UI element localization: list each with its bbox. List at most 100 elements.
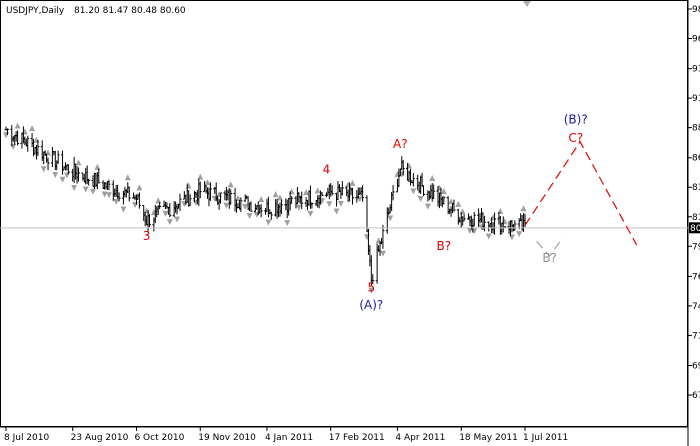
fractal-down-icon — [516, 231, 523, 238]
ohlc-bar — [432, 184, 436, 200]
fractal-up-icon — [29, 125, 36, 132]
price-axis: 98.40 96.00 93.55 91.15 88.75 86.30 83.90 81.50… — [688, 5, 700, 401]
ohlc-bar — [279, 199, 283, 215]
ohlc-bar — [350, 187, 354, 205]
ohlc-readout: 81.20 81.47 80.48 80.60 — [74, 6, 186, 16]
ohlc-bar — [330, 185, 334, 196]
fractal-down-icon — [174, 216, 181, 223]
price-tick-label: 71.85 — [692, 331, 700, 341]
fractal-down-icon — [52, 171, 59, 178]
fractal-down-icon — [424, 203, 431, 210]
plot-area — [0, 0, 688, 427]
fractal-down-icon — [82, 186, 89, 193]
projection-layer — [524, 140, 638, 258]
time-tick-label: 1 Jul 2011 — [523, 433, 568, 443]
wave-label: (B)? — [564, 112, 588, 126]
price-tick-label: 74.25 — [692, 302, 700, 312]
price-tick-label: 79.10 — [692, 242, 700, 252]
wave-label: 5 — [368, 281, 376, 295]
ohlc-bar — [87, 178, 91, 186]
ohlc-bar — [16, 130, 20, 146]
price-tick-label: 96.00 — [692, 35, 700, 45]
fractal-down-icon — [120, 206, 127, 213]
fractal-down-icon — [284, 220, 291, 227]
fractal-up-icon — [136, 184, 143, 191]
wave-label: B? — [542, 251, 557, 265]
price-tick-label: 83.90 — [692, 183, 700, 193]
wave-label: 4 — [323, 163, 331, 177]
time-tick-label: 4 Jan 2011 — [265, 433, 313, 443]
fractal-up-icon — [204, 179, 211, 186]
wave-label: A? — [393, 137, 408, 151]
fractal-up-icon — [455, 200, 462, 207]
time-tick-label: 6 Oct 2010 — [134, 433, 184, 443]
ohlc-bar — [117, 192, 121, 202]
price-tick-label: 76.65 — [692, 272, 700, 282]
fractal-up-icon — [75, 159, 82, 166]
fractal-down-icon — [265, 219, 272, 226]
time-axis: 8 Jul 2010 23 Aug 2010 6 Oct 2010 19 Nov 20… — [4, 427, 568, 443]
ohlc-bar — [76, 167, 80, 182]
price-tick-label: 81.50 — [692, 213, 700, 223]
fractal-down-icon — [246, 212, 253, 219]
fractal-up-icon — [272, 191, 279, 198]
ohlc-bar — [198, 181, 202, 199]
fractal-down-icon — [417, 196, 424, 203]
fractal-up-icon — [94, 163, 101, 170]
price-tick-label: 69.40 — [692, 361, 700, 371]
ohlc-bar — [422, 185, 426, 197]
ohlc-bar — [381, 224, 385, 249]
ohlc-bar — [269, 211, 273, 220]
current-price-tag — [689, 222, 700, 234]
ohlc-bar — [219, 192, 223, 204]
price-bars-layer — [4, 125, 527, 286]
fractal-up-icon — [349, 179, 356, 186]
ohlc-bar — [178, 193, 182, 212]
ohlc-bar — [66, 164, 70, 175]
ohlc-bar — [208, 182, 212, 201]
fractal-down-icon — [410, 188, 417, 195]
fractal-down-icon — [295, 204, 302, 211]
ohlc-bar — [320, 192, 324, 197]
fractal-down-icon — [242, 203, 249, 210]
ohlc-bar — [513, 220, 517, 231]
fractal-up-icon — [124, 174, 131, 181]
fractal-up-icon — [155, 197, 162, 204]
fractal-down-icon — [368, 287, 375, 294]
price-tick-label: 98.40 — [692, 5, 700, 15]
price-tick-label: 93.55 — [692, 65, 700, 75]
ohlc-bar — [259, 204, 263, 218]
fractal-down-icon — [337, 200, 344, 207]
fractal-down-icon — [71, 184, 78, 191]
ohlc-bar — [472, 211, 476, 227]
time-tick-label: 23 Aug 2010 — [71, 433, 129, 443]
fractal-up-icon — [276, 194, 283, 201]
ohlc-bar — [5, 128, 9, 135]
fractal-up-icon — [197, 173, 204, 180]
fractal-down-icon — [387, 215, 394, 222]
ohlc-bar — [46, 157, 50, 171]
ohlc-bar — [26, 135, 30, 152]
ohlc-bar — [361, 185, 365, 202]
fractal-up-icon — [314, 187, 321, 194]
fractal-down-icon — [166, 219, 173, 226]
ohlc-bar — [168, 203, 172, 218]
fractal-down-icon — [101, 191, 108, 198]
wave-label: C? — [568, 131, 583, 145]
fractal-up-icon — [440, 188, 447, 195]
ohlc-bar — [442, 196, 446, 205]
ohlc-bar — [452, 199, 456, 212]
ohlc-bar — [310, 202, 314, 209]
ohlc-bar — [290, 196, 294, 204]
projection-red-path — [524, 140, 638, 246]
price-tick-label: 91.15 — [692, 94, 700, 104]
fractal-down-icon — [223, 202, 230, 209]
wave-labels-layer: 3 4 5 (A)? A? B? B? C? (B)? — [143, 112, 588, 312]
ohlc-bar — [391, 184, 395, 201]
ohlc-bar — [462, 214, 466, 222]
ohlc-bar — [239, 197, 243, 212]
fractal-down-icon — [113, 198, 120, 205]
price-tick-label: 67.00 — [692, 391, 700, 401]
current-price-tag-text: 80.60 — [690, 224, 700, 234]
